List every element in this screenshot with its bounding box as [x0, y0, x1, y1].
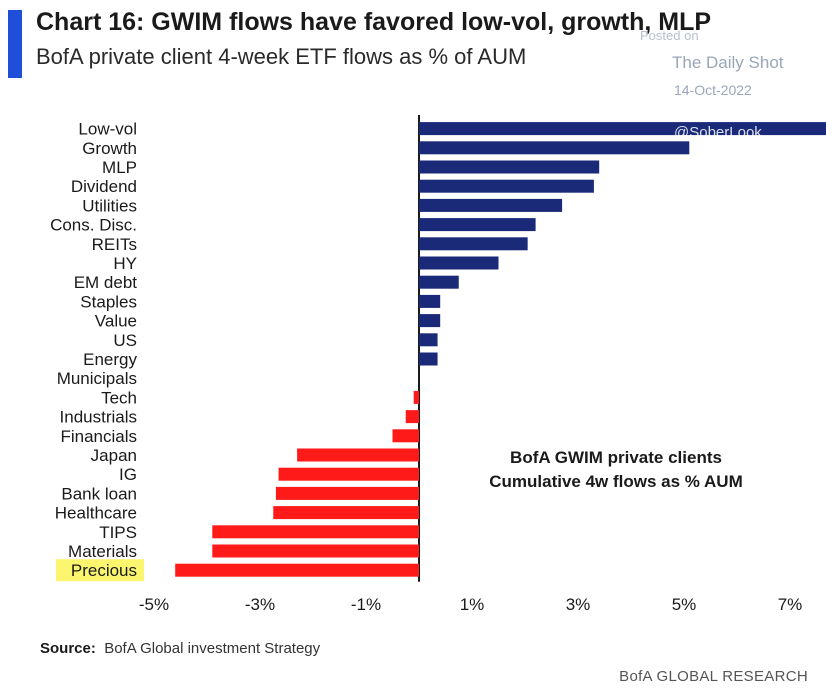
bar-precious: [175, 563, 419, 577]
chart-annotation: BofA GWIM private clients Cumulative 4w …: [466, 446, 766, 494]
category-label: Staples: [80, 292, 137, 311]
category-label: IG: [119, 465, 137, 484]
category-label: Cons. Disc.: [50, 216, 137, 235]
category-label: Bank loan: [61, 484, 137, 503]
category-label: TIPS: [99, 523, 137, 542]
category-label: Japan: [91, 446, 137, 465]
category-label: MLP: [102, 158, 137, 177]
bar-financials: [392, 429, 419, 443]
watermark-handle: @SoberLook: [674, 124, 762, 141]
bar-bank-loan: [275, 486, 419, 500]
x-tick-label: -3%: [245, 595, 275, 614]
bar-energy: [419, 352, 438, 366]
category-label: Industrials: [60, 408, 137, 427]
category-label: US: [113, 331, 137, 350]
bar-tips: [212, 525, 419, 539]
category-label: Value: [95, 312, 137, 331]
category-label: EM debt: [74, 273, 138, 292]
category-label: Low-vol: [78, 120, 137, 139]
x-tick-label: -1%: [351, 595, 381, 614]
bar-tech: [413, 390, 419, 404]
bar-reits: [419, 237, 528, 251]
category-label: HY: [113, 254, 137, 273]
watermark-site: The Daily Shot: [672, 53, 784, 72]
category-label: Energy: [83, 350, 137, 369]
annotation-line-1: BofA GWIM private clients: [510, 448, 722, 467]
bar-growth: [419, 141, 690, 155]
title-accent-bar: [8, 10, 22, 78]
category-label: Financials: [60, 427, 137, 446]
chart-title: Chart 16: GWIM flows have favored low-vo…: [36, 8, 712, 36]
x-tick-label: 7%: [778, 595, 803, 614]
chart-subtitle: BofA private client 4-week ETF flows as …: [36, 44, 527, 69]
bar-japan: [297, 448, 419, 462]
bar-industrials: [405, 410, 419, 424]
category-label: Tech: [101, 388, 137, 407]
source-text: BofA Global investment Strategy: [104, 640, 321, 657]
bar-em-debt: [419, 275, 459, 289]
source-note: Source: BofA Global investment Strategy: [40, 640, 320, 657]
x-tick-label: 1%: [460, 595, 485, 614]
bar-materials: [212, 544, 419, 558]
category-label: Precious: [71, 561, 137, 580]
category-label: Growth: [82, 139, 137, 158]
watermark-posted: Posted on: [640, 28, 699, 43]
bar-utilities: [419, 198, 563, 212]
category-label: REITs: [92, 235, 137, 254]
bar-low-vol: [419, 122, 826, 136]
bar-dividend: [419, 179, 594, 193]
bar-staples: [419, 294, 441, 308]
bar-ig: [278, 467, 419, 481]
footer-brand: BofA GLOBAL RESEARCH: [619, 668, 808, 685]
bar-hy: [419, 256, 499, 270]
bar-cons-disc: [419, 218, 536, 232]
bar-mlp: [419, 160, 600, 174]
bar-healthcare: [273, 506, 419, 520]
category-label: Healthcare: [55, 504, 137, 523]
category-label: Utilities: [82, 196, 137, 215]
x-tick-label: 5%: [672, 595, 697, 614]
source-label: Source:: [40, 640, 96, 657]
category-label: Materials: [68, 542, 137, 561]
x-tick-label: 3%: [566, 595, 591, 614]
bar-us: [419, 333, 438, 347]
bar-value: [419, 314, 441, 328]
annotation-line-2: Cumulative 4w flows as % AUM: [489, 472, 743, 491]
category-label: Municipals: [57, 369, 137, 388]
watermark-date: 14-Oct-2022: [674, 82, 752, 98]
x-tick-label: -5%: [139, 595, 169, 614]
category-label: Dividend: [71, 177, 137, 196]
highlight-box: [56, 559, 144, 582]
